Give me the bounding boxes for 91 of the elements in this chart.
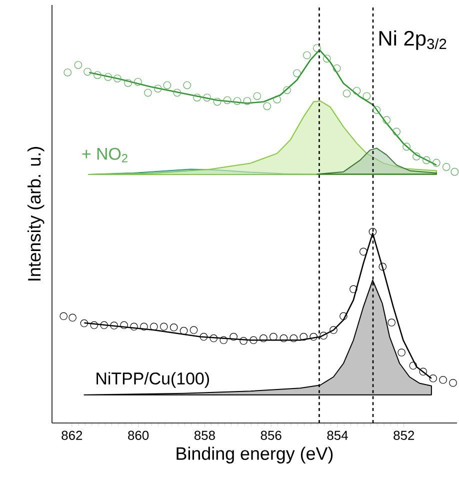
- point: [173, 88, 182, 97]
- point: [330, 326, 338, 334]
- point: [398, 348, 406, 356]
- point: [84, 68, 92, 76]
- point: [60, 312, 68, 320]
- point: [293, 69, 301, 78]
- point: [260, 334, 268, 342]
- y-axis-title: Intensity (arb. u.): [28, 147, 44, 280]
- x-tick-label: 856: [260, 430, 282, 440]
- point: [110, 322, 118, 330]
- point: [392, 128, 400, 136]
- point: [68, 314, 76, 322]
- point: [120, 321, 128, 330]
- point: [124, 79, 132, 87]
- point: [352, 86, 361, 95]
- point: [322, 54, 331, 63]
- point: [313, 44, 321, 52]
- point: [144, 88, 152, 97]
- point: [388, 318, 396, 326]
- point: [100, 321, 108, 330]
- point: [64, 68, 72, 76]
- point: [180, 326, 188, 335]
- point: [270, 332, 278, 341]
- point: [253, 92, 262, 100]
- point: [429, 374, 437, 382]
- x-tick-label: 860: [128, 430, 149, 440]
- point: [243, 97, 252, 105]
- point: [113, 74, 122, 82]
- point: [372, 106, 381, 114]
- point: [402, 142, 410, 151]
- point: [210, 334, 218, 342]
- point: [340, 312, 348, 320]
- point: [90, 321, 98, 330]
- point: [300, 332, 308, 341]
- point: [240, 336, 248, 345]
- point: [412, 152, 420, 160]
- point: [104, 73, 112, 81]
- point: [140, 322, 148, 331]
- point: [130, 322, 138, 331]
- point: [450, 168, 459, 176]
- point: [223, 96, 232, 104]
- point: [94, 71, 102, 79]
- point: [203, 94, 211, 102]
- point: [190, 326, 198, 334]
- point: [359, 248, 368, 256]
- text: + NO$_{2}$: [82, 148, 128, 162]
- point: [230, 332, 238, 341]
- point: [193, 94, 201, 102]
- point: [290, 334, 298, 342]
- point: [170, 324, 178, 332]
- point: [273, 96, 281, 104]
- point: [320, 332, 328, 340]
- point: [439, 376, 447, 384]
- point: [213, 98, 222, 106]
- point: [80, 319, 88, 328]
- point: [432, 158, 440, 167]
- point: [154, 84, 162, 92]
- point: [419, 368, 428, 376]
- x-tick-label: 862: [62, 430, 82, 440]
- series-label: NiTPP/Cu(100): [96, 372, 209, 388]
- point: [183, 81, 192, 90]
- x-axis-title: Binding energy (eV): [176, 446, 333, 464]
- point: [220, 336, 228, 344]
- chart-title: Ni 2p$_{3/2}$: [379, 30, 446, 50]
- point: [350, 285, 358, 294]
- point: [332, 64, 341, 72]
- point: [449, 378, 457, 387]
- point: [422, 156, 430, 164]
- x-tick-label: 858: [194, 430, 215, 440]
- point: [368, 228, 377, 236]
- point: [233, 97, 242, 105]
- point: [342, 90, 351, 98]
- point: [200, 332, 208, 341]
- point: [160, 322, 168, 331]
- point: [442, 163, 450, 171]
- point: [310, 332, 318, 341]
- point: [163, 81, 172, 90]
- point: [134, 78, 142, 86]
- point: [382, 116, 391, 124]
- point: [263, 102, 272, 110]
- point: [250, 336, 258, 344]
- point: [362, 92, 371, 100]
- x-tick-label: 854: [327, 430, 348, 440]
- point: [150, 322, 158, 331]
- point: [409, 362, 418, 370]
- point: [303, 51, 311, 60]
- x-tick-label: 852: [394, 430, 414, 440]
- point: [283, 86, 291, 94]
- point: [74, 61, 82, 69]
- point: [378, 262, 387, 271]
- point: [280, 334, 288, 342]
